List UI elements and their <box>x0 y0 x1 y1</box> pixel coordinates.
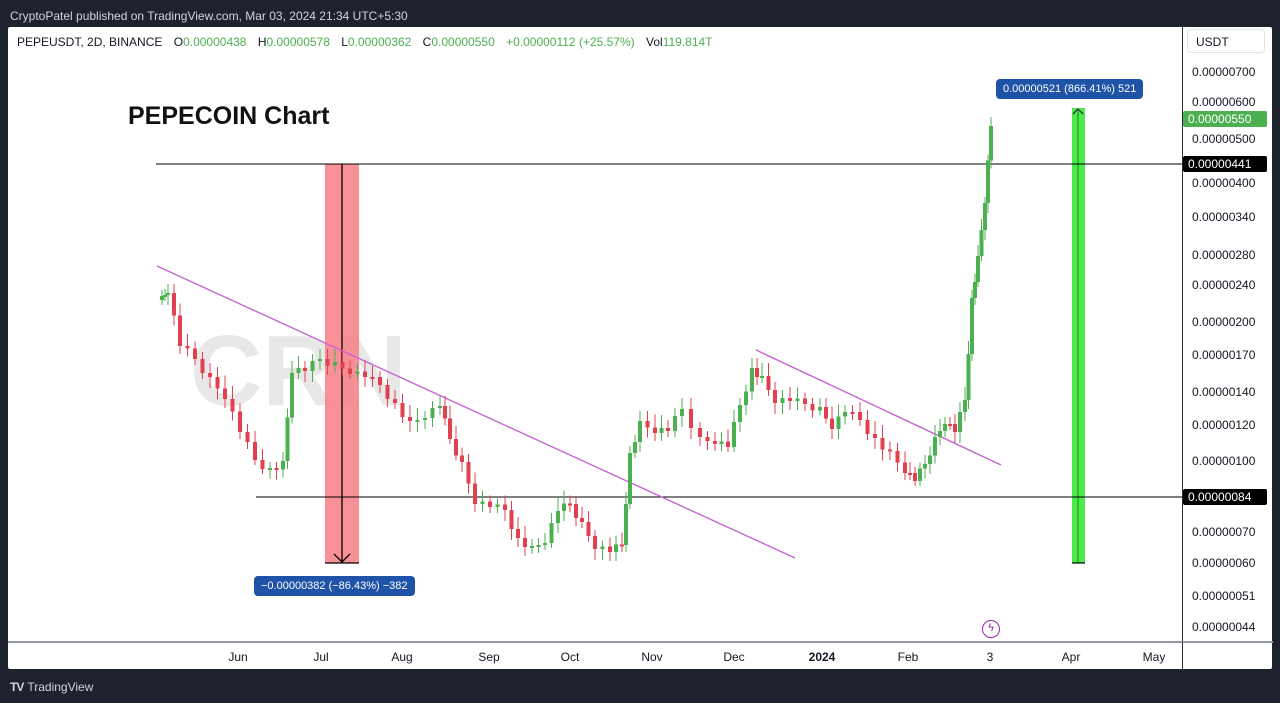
price-tick: 0.00000600 <box>1192 95 1256 109</box>
chart-frame <box>8 27 1272 669</box>
high-value: 0.00000578 <box>266 35 330 49</box>
tradingview-brand: TradingView <box>27 680 94 694</box>
price-tick: 0.00000060 <box>1192 556 1256 570</box>
time-tick: 3 <box>986 650 994 664</box>
price-tick: 0.00000280 <box>1192 248 1256 262</box>
price-tick: 0.00000340 <box>1192 210 1256 224</box>
price-tick: 0.00000070 <box>1192 525 1256 539</box>
time-tick: 2024 <box>808 650 836 664</box>
price-tick: 0.00000100 <box>1192 454 1256 468</box>
ohlc-legend: PEPEUSDT, 2D, BINANCE O0.00000438 H0.000… <box>17 35 713 49</box>
time-tick: Oct <box>560 650 580 664</box>
drop-measure-badge: −0.00000382 (−86.43%) −382 <box>254 576 415 596</box>
price-tick: 0.00000500 <box>1192 132 1256 146</box>
time-tick: Sep <box>478 650 500 664</box>
axis-corner <box>1182 641 1273 671</box>
tradingview-logo[interactable]: TV TradingView <box>10 680 93 694</box>
tradingview-logo-icon: TV <box>10 680 24 694</box>
price-tick: 0.00000120 <box>1192 418 1256 432</box>
lightning-event-icon[interactable]: ϟ <box>982 620 1000 638</box>
price-tick: 0.00000700 <box>1192 65 1256 79</box>
rise-measure-badge: 0.00000521 (866.41%) 521 <box>996 79 1144 99</box>
time-tick: Jun <box>228 650 248 664</box>
time-tick: Jul <box>313 650 329 664</box>
volume-value: 119.814T <box>662 35 713 49</box>
short-trendline <box>755 349 1002 466</box>
time-tick: Nov <box>641 650 663 664</box>
time-axis[interactable] <box>8 641 1182 671</box>
currency-selector[interactable]: USDT <box>1187 29 1265 53</box>
price-tag: 0.00000441 <box>1183 156 1267 172</box>
chart-area[interactable]: CRN <box>8 27 1182 641</box>
long-trendline <box>156 265 796 559</box>
symbol-label[interactable]: PEPEUSDT, 2D, BINANCE <box>17 35 163 49</box>
price-tag: 0.00000084 <box>1183 489 1267 505</box>
price-tick: 0.00000170 <box>1192 348 1256 362</box>
time-tick: Dec <box>723 650 745 664</box>
price-tick: 0.00000400 <box>1192 176 1256 190</box>
close-value: 0.00000550 <box>431 35 495 49</box>
price-tick: 0.00000044 <box>1192 620 1256 634</box>
price-tick: 0.00000200 <box>1192 315 1256 329</box>
change-value: +0.00000112 (+25.57%) <box>506 35 635 49</box>
price-tick: 0.00000051 <box>1192 589 1256 603</box>
time-tick: May <box>1142 650 1166 664</box>
price-tag: 0.00000550 <box>1183 111 1267 127</box>
price-axis[interactable] <box>1182 27 1273 641</box>
time-tick: Aug <box>391 650 413 664</box>
low-value: 0.00000362 <box>347 35 412 49</box>
chart-title: PEPECOIN Chart <box>128 102 330 130</box>
candlestick-plot: CRN <box>156 108 1182 564</box>
time-tick: Feb <box>897 650 919 664</box>
published-by-header: CryptoPatel published on TradingView.com… <box>10 9 408 23</box>
time-tick: Apr <box>1061 650 1081 664</box>
price-tick: 0.00000140 <box>1192 385 1256 399</box>
open-value: 0.00000438 <box>183 35 247 49</box>
price-tick: 0.00000240 <box>1192 278 1256 292</box>
